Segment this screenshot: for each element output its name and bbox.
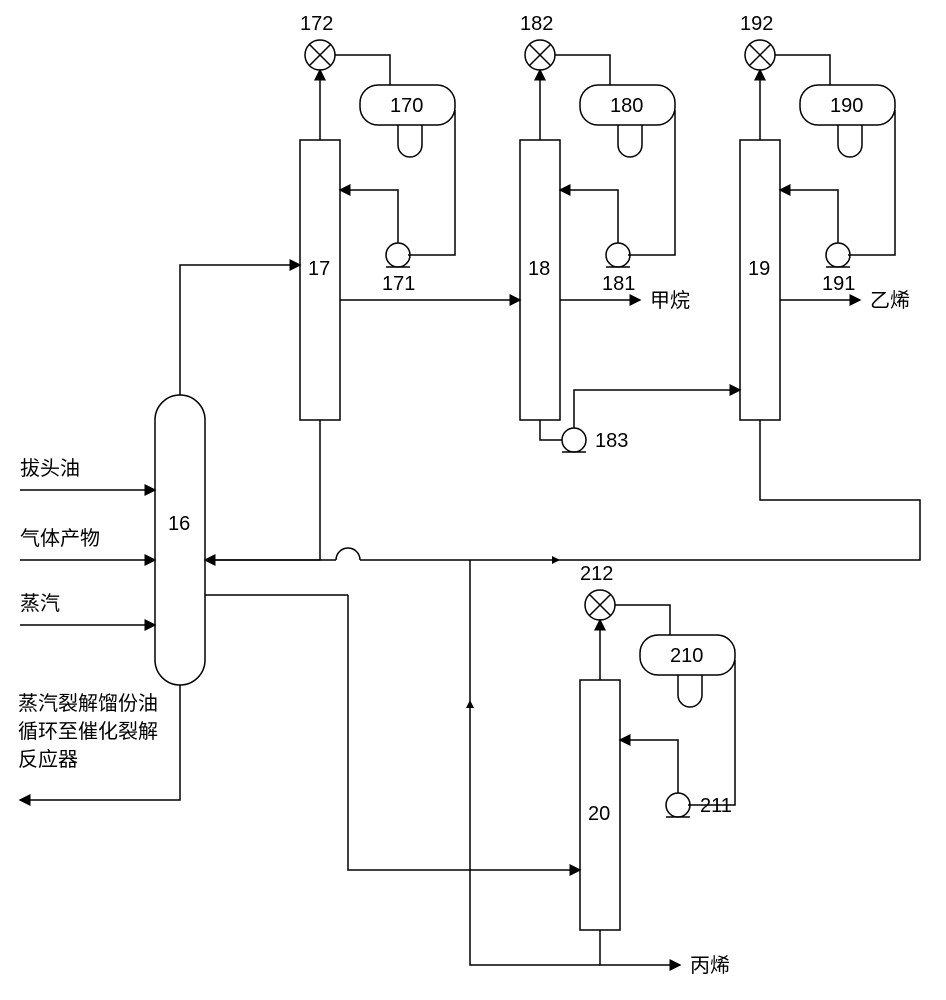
recycle-caption-group: 蒸汽裂解馏份油 循环至催化裂解 反应器 xyxy=(18,685,180,800)
recycle-line2: 循环至催化裂解 xyxy=(18,720,158,743)
column-16-label: 16 xyxy=(168,513,190,535)
column-20-label: 20 xyxy=(588,803,610,825)
ex-212-label: 212 xyxy=(580,563,613,585)
column-17: 17 xyxy=(300,140,340,420)
col18-bottom: 183 xyxy=(540,390,740,452)
feed3-label: 蒸汽 xyxy=(20,592,60,615)
col20-bottom: 丙烯 xyxy=(466,560,730,977)
overhead-18: 182 180 181 xyxy=(520,13,675,295)
recycle-line1: 蒸汽裂解馏份油 xyxy=(18,692,158,715)
ex-172-label: 172 xyxy=(300,13,333,35)
column-17-label: 17 xyxy=(308,258,330,280)
overhead-19: 192 190 191 xyxy=(740,13,895,295)
ex-192-label: 192 xyxy=(740,13,773,35)
pump-191-label: 191 xyxy=(822,273,855,295)
line-16-to-17 xyxy=(180,265,300,395)
ex-182-label: 182 xyxy=(520,13,553,35)
column-19: 19 xyxy=(740,140,780,420)
column-18-label: 18 xyxy=(528,258,550,280)
recycle-line3: 反应器 xyxy=(18,748,78,771)
line-17-bottom xyxy=(205,420,320,560)
column-16: 16 xyxy=(155,395,205,685)
overhead-20: 212 210 211 xyxy=(580,563,735,817)
pump-183-label: 183 xyxy=(595,430,628,452)
column-19-label: 19 xyxy=(748,258,770,280)
propylene-label: 丙烯 xyxy=(690,954,730,977)
ethylene-label: 乙烯 xyxy=(870,289,910,312)
drum-170-label: 170 xyxy=(390,95,423,117)
feed-lines: 拔头油 气体产物 蒸汽 xyxy=(20,457,155,625)
feed1-label: 拔头油 xyxy=(20,457,80,480)
pump-181-label: 181 xyxy=(602,273,635,295)
drum-210-label: 210 xyxy=(670,645,703,667)
drum-180-label: 180 xyxy=(610,95,643,117)
column-20: 20 xyxy=(580,680,620,930)
drum-190-label: 190 xyxy=(830,95,863,117)
pump-211-label: 211 xyxy=(700,795,732,817)
column-18: 18 xyxy=(520,140,560,420)
pump-171-label: 171 xyxy=(382,273,415,295)
feed2-label: 气体产物 xyxy=(20,527,100,550)
feed-to-20 xyxy=(205,595,580,870)
methane-label: 甲烷 xyxy=(650,289,690,312)
overhead-17: 172 170 171 xyxy=(300,13,455,295)
